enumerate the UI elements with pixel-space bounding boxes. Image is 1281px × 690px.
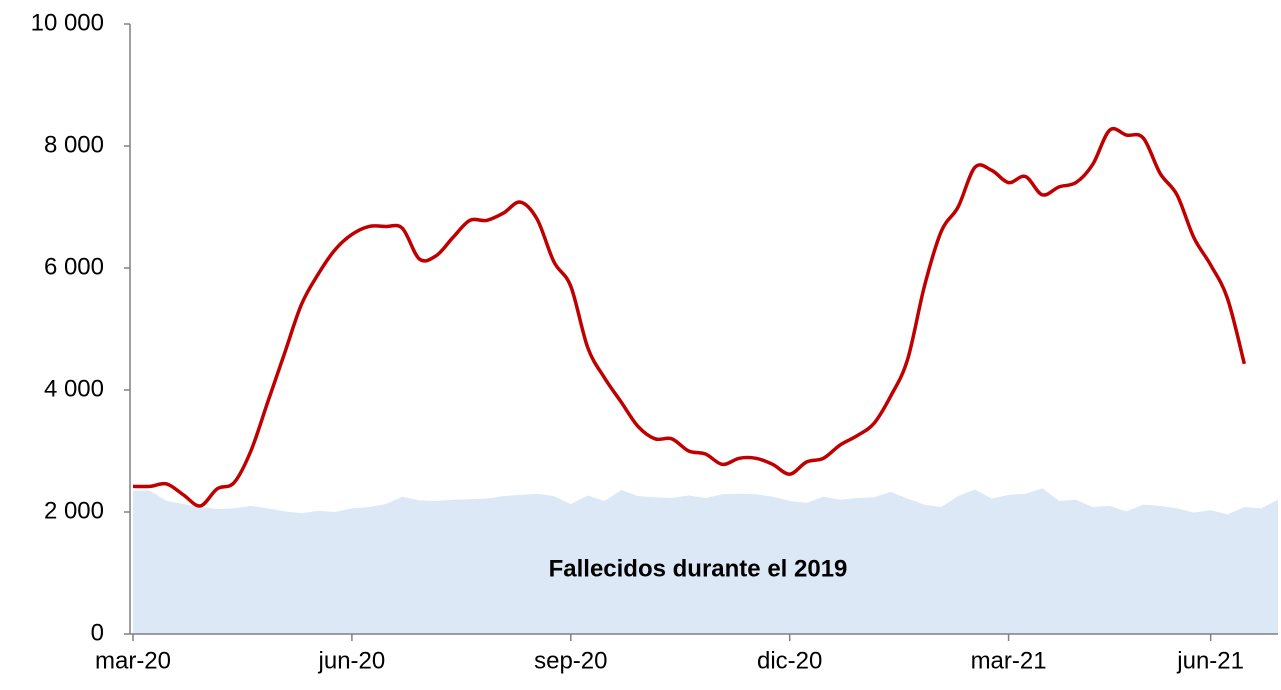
x-tick-label: jun-20 [318, 647, 386, 674]
y-tick-label: 8 000 [44, 131, 104, 158]
y-tick-label: 6 000 [44, 253, 104, 280]
line [132, 126, 1247, 508]
x-tick-label: sep-20 [534, 647, 607, 674]
y-tick-label: 10 000 [31, 9, 104, 36]
x-tick-label: mar-20 [95, 647, 171, 674]
y-tick-label: 0 [91, 619, 104, 646]
x-tick-label: mar-21 [971, 647, 1047, 674]
x-tick-label: jun-21 [1176, 647, 1244, 674]
area [133, 488, 1278, 634]
area-label: Fallecidos durante el 2019 [549, 555, 848, 582]
y-tick-label: 2 000 [44, 497, 104, 524]
x-tick-label: dic-20 [757, 647, 822, 674]
y-tick-label: 4 000 [44, 375, 104, 402]
